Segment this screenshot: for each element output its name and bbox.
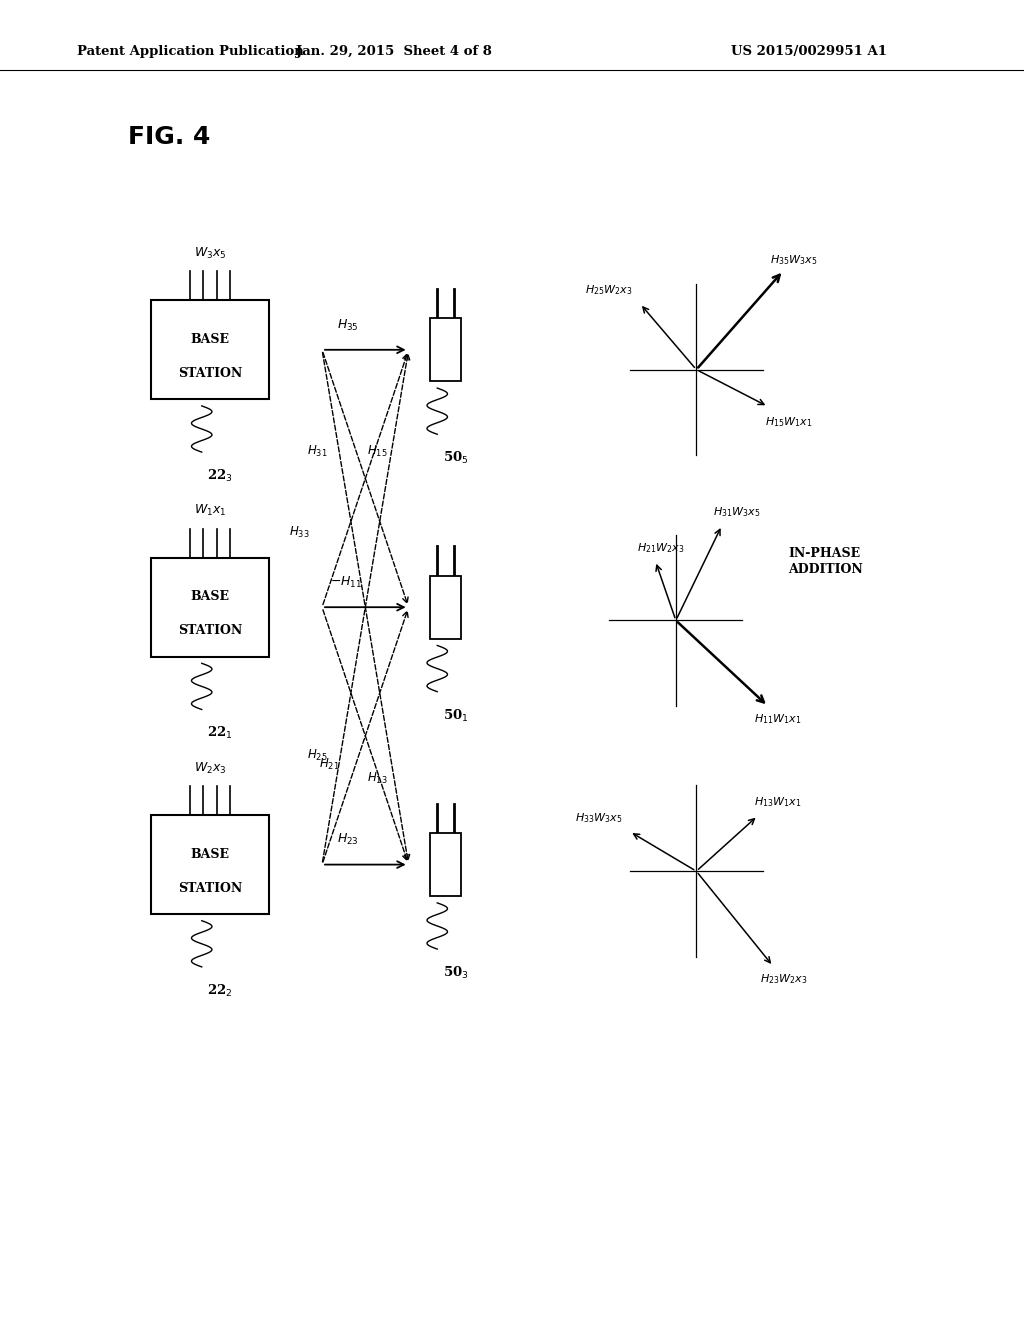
Text: $W_2 x_3$: $W_2 x_3$ [194,760,226,776]
Text: $H_{15}W_1 x_1$: $H_{15}W_1 x_1$ [765,416,812,429]
Text: $H_{25}W_2 x_3$: $H_{25}W_2 x_3$ [586,284,633,297]
Text: $H_{15}$: $H_{15}$ [367,444,387,459]
FancyBboxPatch shape [430,318,461,381]
Text: 50$_3$: 50$_3$ [442,965,469,981]
FancyBboxPatch shape [152,814,268,913]
Text: BASE: BASE [190,590,229,603]
Text: $H_{33}$: $H_{33}$ [289,524,309,540]
Text: FIG. 4: FIG. 4 [128,125,210,149]
FancyBboxPatch shape [152,301,268,399]
Text: 22$_3$: 22$_3$ [207,469,233,484]
Text: $H_{35}W_3x_5$: $H_{35}W_3x_5$ [770,253,817,267]
Text: $H_{31}W_3x_5$: $H_{31}W_3x_5$ [714,506,761,519]
Text: $H_{31}$: $H_{31}$ [307,444,328,459]
Text: $H_{23}W_2 x_3$: $H_{23}W_2 x_3$ [760,973,807,986]
Text: $W_1 x_1$: $W_1 x_1$ [194,503,226,517]
Text: $H_{13}$: $H_{13}$ [367,771,387,787]
Text: STATION: STATION [178,367,242,380]
Text: $W_3x_5$: $W_3x_5$ [194,246,226,261]
Text: $H_{35}$: $H_{35}$ [337,318,359,333]
Text: Jan. 29, 2015  Sheet 4 of 8: Jan. 29, 2015 Sheet 4 of 8 [296,45,493,58]
Text: BASE: BASE [190,847,229,861]
Text: $H_{33}W_3x_5$: $H_{33}W_3x_5$ [575,812,623,825]
Text: STATION: STATION [178,624,242,638]
Text: 22$_1$: 22$_1$ [208,725,232,742]
Text: 22$_2$: 22$_2$ [208,982,232,999]
Text: BASE: BASE [190,333,229,346]
Text: US 2015/0029951 A1: US 2015/0029951 A1 [731,45,887,58]
Text: 50$_1$: 50$_1$ [443,708,468,723]
Text: $H_{11}W_1 x_1$: $H_{11}W_1 x_1$ [755,713,802,726]
Text: 50$_5$: 50$_5$ [443,450,468,466]
FancyBboxPatch shape [430,833,461,896]
FancyBboxPatch shape [430,576,461,639]
Text: $H_{13}W_1 x_1$: $H_{13}W_1 x_1$ [755,796,802,809]
FancyBboxPatch shape [152,557,268,656]
Text: $-H_{11}$: $-H_{11}$ [330,576,362,590]
Text: STATION: STATION [178,882,242,895]
Text: Patent Application Publication: Patent Application Publication [77,45,303,58]
Text: $H_{25}$: $H_{25}$ [307,747,328,763]
Text: IN-PHASE
ADDITION: IN-PHASE ADDITION [788,546,863,576]
Text: $H_{21}W_2 x_3$: $H_{21}W_2 x_3$ [637,541,684,554]
Text: $H_{21}$: $H_{21}$ [319,756,340,772]
Text: $H_{23}$: $H_{23}$ [337,833,359,847]
